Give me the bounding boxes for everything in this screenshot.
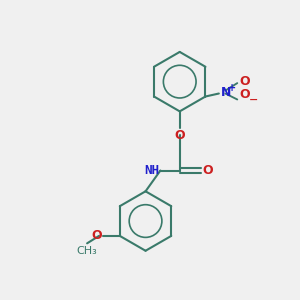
- Text: O: O: [202, 164, 213, 177]
- Text: CH₃: CH₃: [77, 246, 98, 256]
- Text: O: O: [240, 75, 250, 88]
- Text: O: O: [240, 88, 250, 101]
- Text: O: O: [174, 129, 185, 142]
- Text: +: +: [228, 83, 236, 93]
- Text: NH: NH: [144, 164, 159, 177]
- Text: O: O: [91, 230, 102, 242]
- Text: −: −: [249, 95, 258, 105]
- Text: N: N: [221, 85, 232, 98]
